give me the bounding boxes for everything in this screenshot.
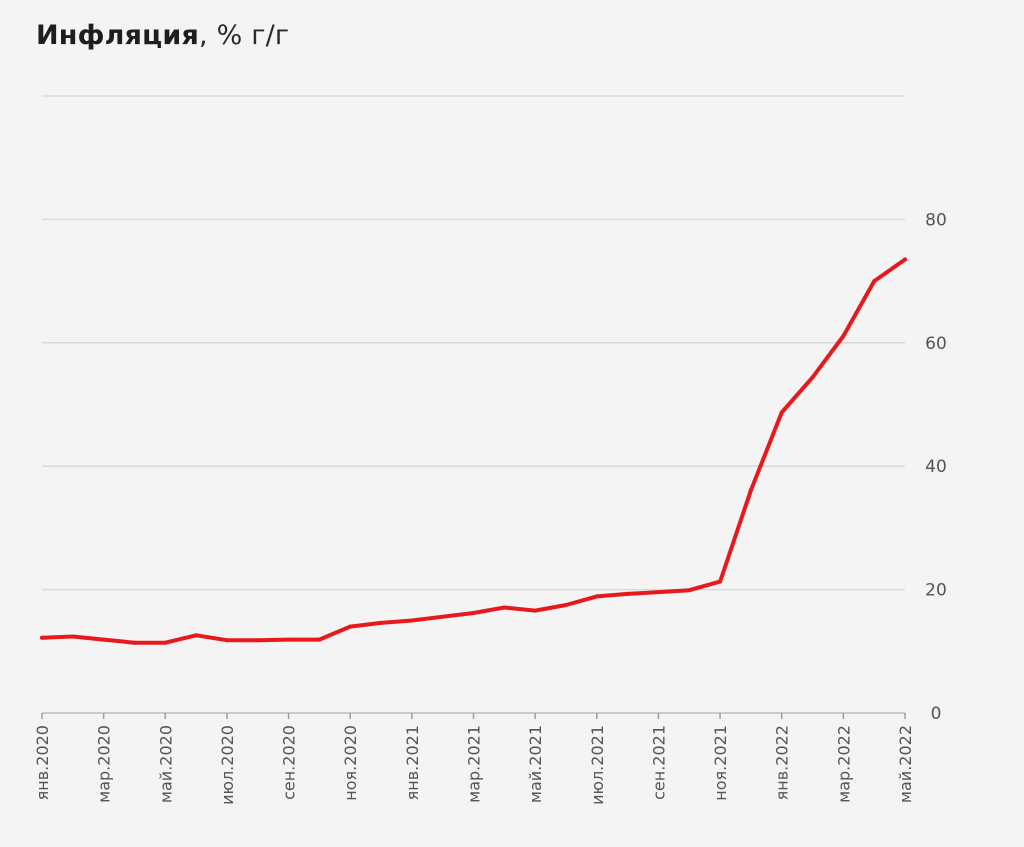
data-point <box>656 590 661 595</box>
x-tick-label: май.2022 <box>896 725 915 803</box>
x-tick-label: ноя.2020 <box>341 725 360 801</box>
data-point <box>224 638 229 643</box>
inflation-series-line <box>40 257 907 645</box>
x-tick-label: мар.2022 <box>834 725 853 803</box>
data-point <box>163 640 168 645</box>
chart-title-unit: , % г/г <box>199 20 290 51</box>
x-tick-label: июл.2021 <box>588 725 607 805</box>
data-point <box>903 257 907 262</box>
x-tick-label: май.2020 <box>156 725 175 803</box>
data-point <box>748 488 753 493</box>
x-tick-label: сен.2021 <box>649 725 668 800</box>
data-point <box>317 637 322 642</box>
x-tick-label: ноя.2021 <box>711 725 730 801</box>
data-point <box>594 594 599 599</box>
data-point <box>194 633 199 638</box>
data-point <box>502 605 507 610</box>
x-tick-label: сен.2020 <box>280 725 299 800</box>
data-point <box>409 618 414 623</box>
data-point <box>132 640 137 645</box>
data-point <box>687 588 692 593</box>
chart-title: Инфляция, % г/г <box>36 20 289 51</box>
data-point <box>286 637 291 642</box>
data-point <box>379 620 383 625</box>
data-point <box>564 603 568 607</box>
x-tick-label: май.2021 <box>526 725 545 803</box>
data-point <box>533 608 538 613</box>
x-tick-label: янв.2020 <box>33 725 52 800</box>
chart-title-bold: Инфляция <box>36 20 200 51</box>
data-point <box>70 634 75 639</box>
data-point <box>348 624 353 629</box>
x-tick-label: мар.2020 <box>95 725 114 803</box>
data-point <box>471 611 476 615</box>
y-tick-label-60: 60 <box>925 334 947 354</box>
y-tick-label-80: 80 <box>925 210 947 230</box>
y-tick-label-20: 20 <box>925 581 947 601</box>
x-tick-label: мар.2021 <box>465 725 484 803</box>
data-point <box>440 614 445 619</box>
data-point <box>779 410 784 415</box>
data-point <box>810 375 815 380</box>
y-tick-label-40: 40 <box>925 457 947 477</box>
data-point <box>255 638 260 643</box>
y-tick-label-0: 0 <box>931 704 942 724</box>
data-point <box>872 279 877 284</box>
data-point <box>101 637 106 642</box>
data-point <box>625 591 630 596</box>
x-tick-label: июл.2020 <box>218 725 237 805</box>
x-tick-label: янв.2022 <box>773 725 792 800</box>
data-point <box>718 579 723 584</box>
data-point <box>841 334 846 338</box>
x-tick-label: янв.2021 <box>403 725 422 800</box>
data-point <box>40 635 44 640</box>
